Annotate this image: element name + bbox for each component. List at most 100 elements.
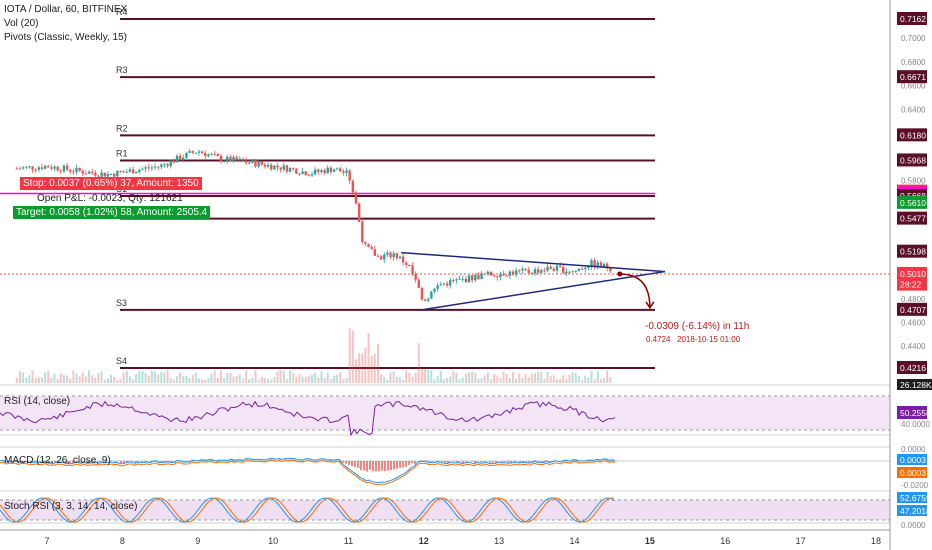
macd-histogram-bar [348,461,350,466]
stoch-d-label: 47.2018 [900,506,931,516]
volume-bar [336,375,339,383]
volume-bar [590,370,593,383]
candle-body [329,167,333,172]
volume-bar [254,370,257,383]
candle-body [69,169,72,172]
pivot-label-r3: R3 [116,65,128,75]
volume-bar [223,378,226,383]
macd-legend: MACD (12, 26, close, 9) [4,455,111,466]
rsi-pane[interactable] [0,395,890,437]
volume-bar [395,377,398,383]
candle-body [125,171,128,173]
open-pnl-badge[interactable]: Open P&L: -0.0023, Qty: 121621 [37,193,183,204]
rsi-legend: RSI (14, close) [4,396,71,407]
candle-body [251,160,254,163]
price-axis[interactable]: 0.70000.68000.66000.64000.62000.58000.48… [889,0,932,550]
projection-arrow-head [645,301,655,310]
macd-tick-bottom: -0.0200 [901,481,929,490]
price-tick-label: 0.4800 [901,295,926,304]
stop-order-badge[interactable]: Stop: 0.0037 (0.65%) 37, Amount: 1350 [20,177,202,190]
stoch-pane[interactable] [0,497,890,523]
candle-body [345,170,348,173]
candle-body [602,263,606,267]
candle-body [147,167,150,169]
macd-pane[interactable] [0,457,890,486]
volume-bar [213,370,216,383]
volume-bar [44,372,47,383]
candle-body [486,271,490,275]
price-tick-label: 0.6400 [901,105,926,114]
volume-bar [69,378,72,383]
volume-bar [577,376,580,383]
candle-body [411,265,414,275]
volume-bar [364,347,367,383]
time-axis[interactable]: 7 8 9 10 11 12 13 14 15 16 17 18 [0,529,890,546]
target-order-badge[interactable]: Target: 0.0058 (1.02%) 58, Amount: 2505.… [13,206,211,219]
volume-bar [490,378,493,383]
volume-bar [28,375,31,383]
candle-body [483,273,486,275]
macd-histogram-bar [588,460,590,461]
price-tick-label: 0.7000 [901,34,926,43]
rsi-tick-label: 40.0000 [901,420,930,429]
volume-bar [351,331,354,383]
macd-histogram-bar [345,461,347,464]
volume-bar [81,372,84,383]
volume-bar [471,371,474,383]
main-pane[interactable]: R4R3R2R1S1S2S3S4 [0,7,890,524]
volume-bar [546,371,549,383]
macd-value-label: 0.0003 [900,455,926,465]
candle-body [276,165,279,168]
candle-body [18,168,22,170]
volume-bar [245,370,248,383]
candle-body [191,151,194,153]
price-tag-label: 0.5198 [900,247,926,257]
macd-histogram-bar [369,461,371,470]
candle-body [169,160,172,167]
candle-body [392,253,395,258]
volume-bar [383,376,386,383]
candle-body [379,256,383,260]
candle-body [543,270,546,272]
time-tick-label: 8 [120,536,125,546]
volume-bar [342,379,345,383]
volume-bar [358,353,361,383]
macd-histogram-bar [45,460,47,461]
price-tag [897,211,927,225]
volume-bar [587,377,590,383]
macd-line [0,457,616,484]
volume-bar [116,379,119,383]
volume-bar [232,376,235,383]
candle-body [342,171,345,173]
candle-body [78,167,81,171]
triangle-upper-line [401,251,666,273]
candle-body [197,151,201,153]
volume-bar [88,370,91,383]
volume-bar [468,372,471,383]
candle-body [320,170,323,172]
macd-histogram-bar [519,461,521,463]
candle-body [373,249,377,256]
price-tick-label: 0.6600 [901,82,926,91]
stoch-d-tag [897,505,927,516]
macd-histogram-bar [423,460,425,461]
candle-body [420,288,424,300]
macd-histogram-bar [330,460,332,461]
candle-body [307,175,311,177]
volume-bar [392,371,395,383]
volume-bar [229,372,232,383]
candle-body [389,252,392,258]
macd-histogram-bar [231,459,233,461]
volume-bar [110,375,113,383]
volume-bar [18,371,21,383]
volume-bar [301,376,304,383]
volume-bar [483,375,486,383]
macd-histogram-bar [615,461,617,462]
macd-histogram-bar [591,460,593,461]
volume-bar [417,343,420,383]
macd-histogram-bar [429,461,431,462]
volume-bar [56,379,59,383]
candle-body [433,288,436,292]
volume-bar [285,379,288,383]
